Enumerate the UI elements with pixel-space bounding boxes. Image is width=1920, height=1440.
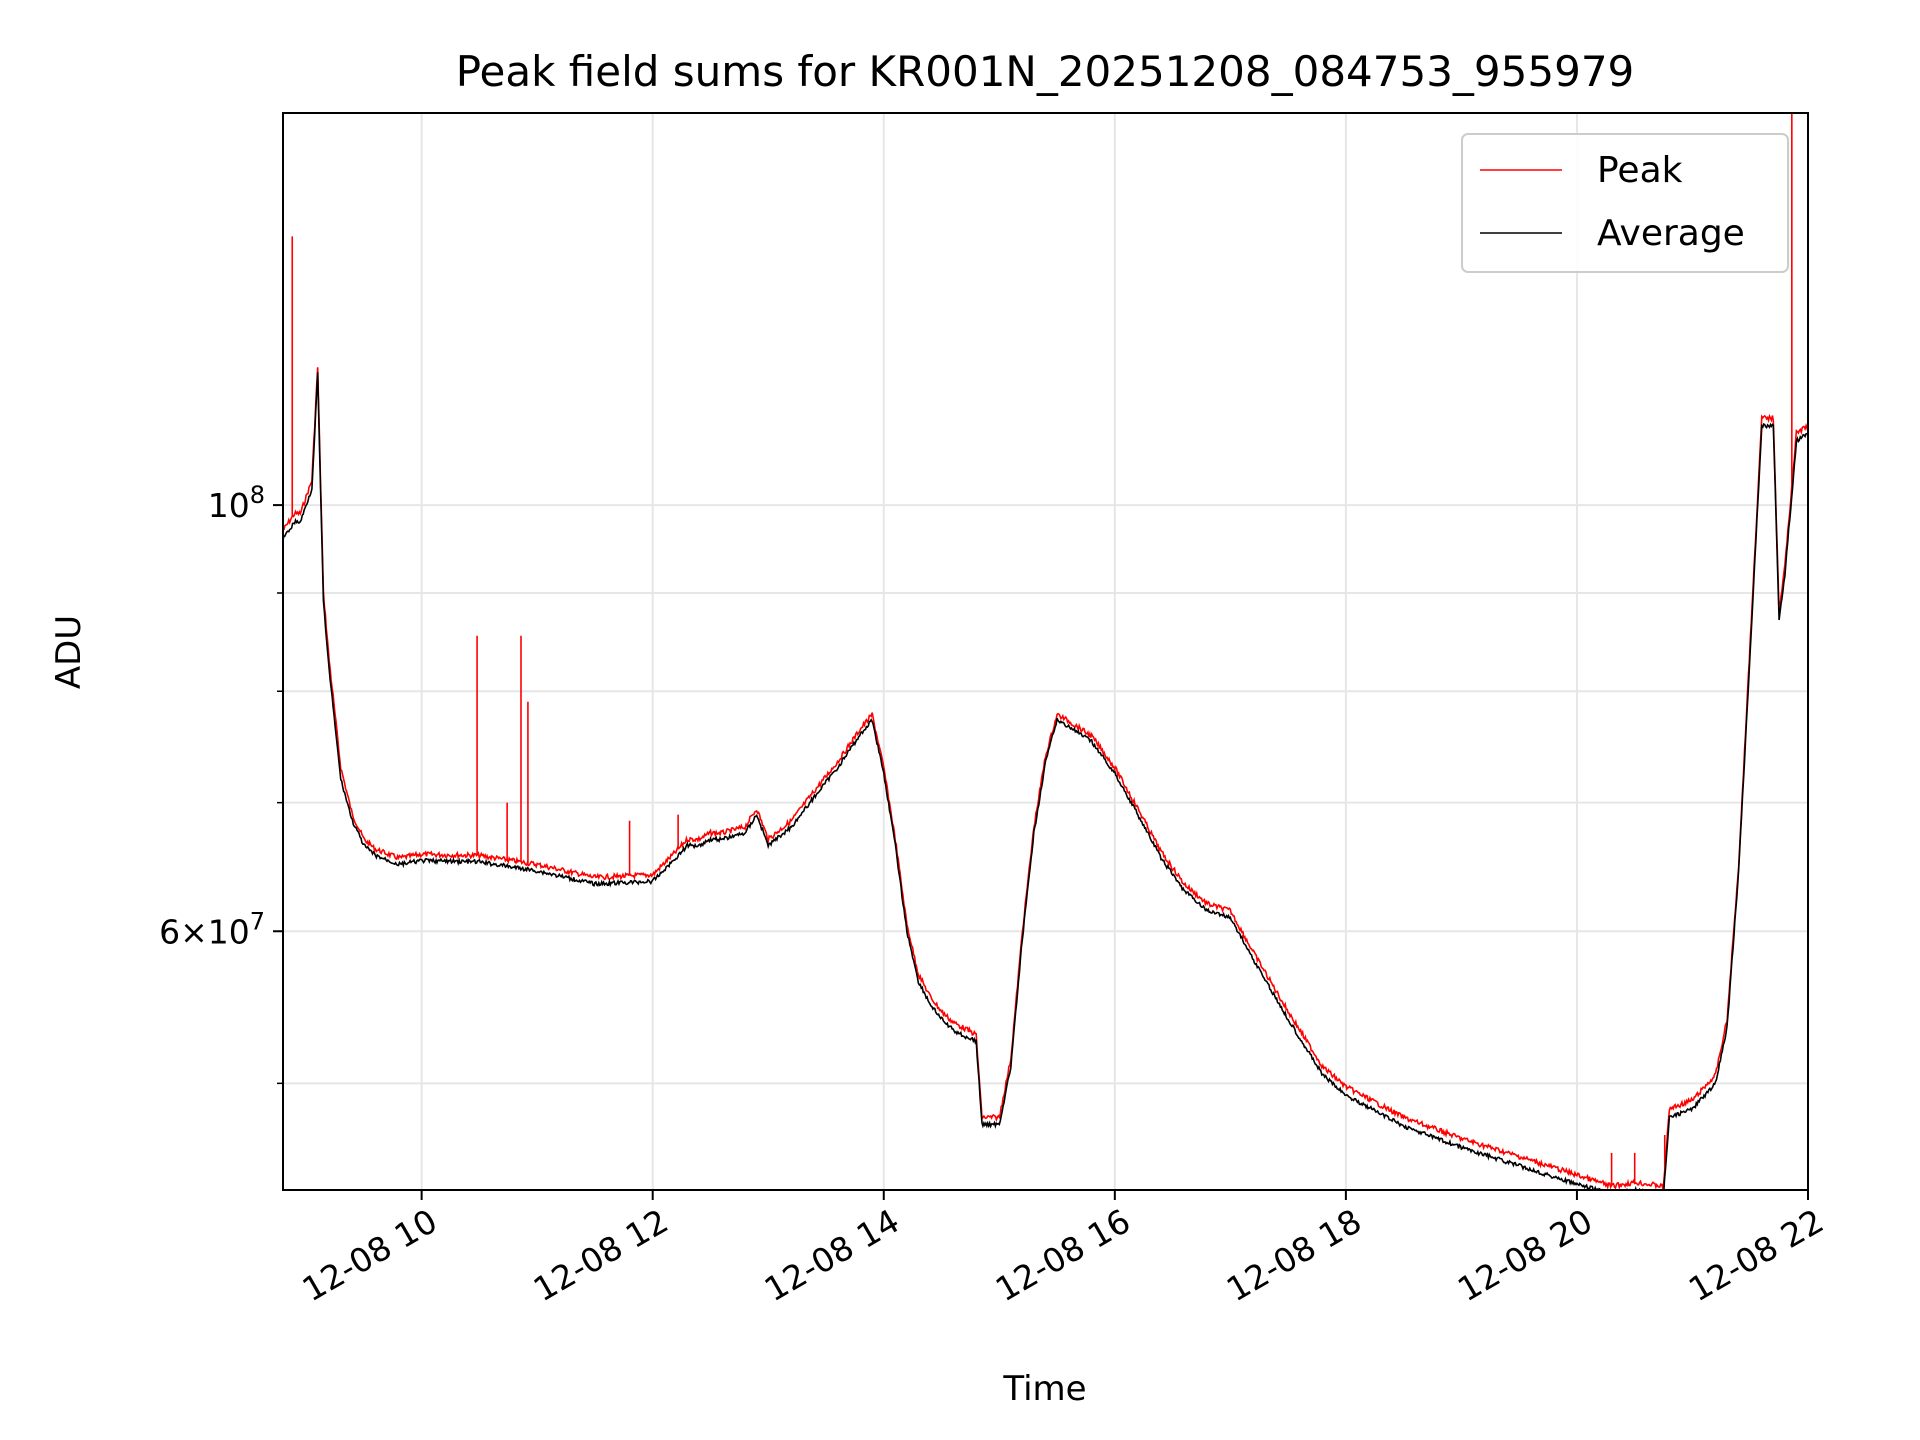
grid-layer xyxy=(283,113,1809,1190)
legend-peak-label: Peak xyxy=(1597,150,1683,191)
legend: Peak Average xyxy=(1461,133,1789,273)
x-axis-title: Time xyxy=(1002,1369,1086,1409)
chart-title: Peak field sums for KR001N_20251208_0847… xyxy=(456,47,1635,96)
legend-average-label: Average xyxy=(1597,213,1745,254)
y-tick-label: 6×107 xyxy=(159,907,265,951)
plot-frame xyxy=(282,112,1809,1191)
series-average-line xyxy=(283,372,1808,1190)
y-axis-title: ADU xyxy=(49,615,89,689)
legend-box xyxy=(1461,133,1789,273)
series-layer xyxy=(283,113,1808,1190)
series-peak-line xyxy=(283,367,1808,1190)
